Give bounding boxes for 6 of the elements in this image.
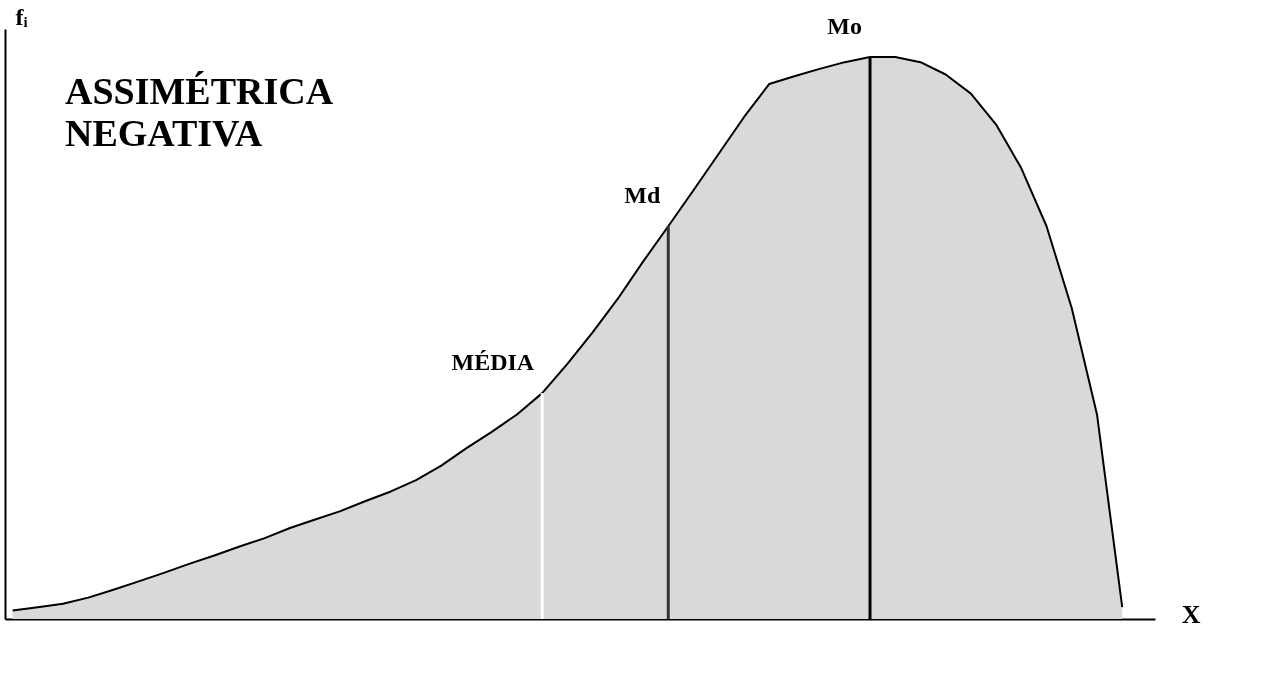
- annotation: MÉDIA: [451, 349, 535, 376]
- annotation: ASSIMÉTRICA NEGATIVA: [65, 70, 334, 154]
- x-axis-title: X: [1181, 599, 1201, 629]
- y-axis-title: fᵢ: [15, 3, 28, 30]
- annotation: Md: [624, 182, 661, 209]
- text: Mo: [827, 13, 863, 40]
